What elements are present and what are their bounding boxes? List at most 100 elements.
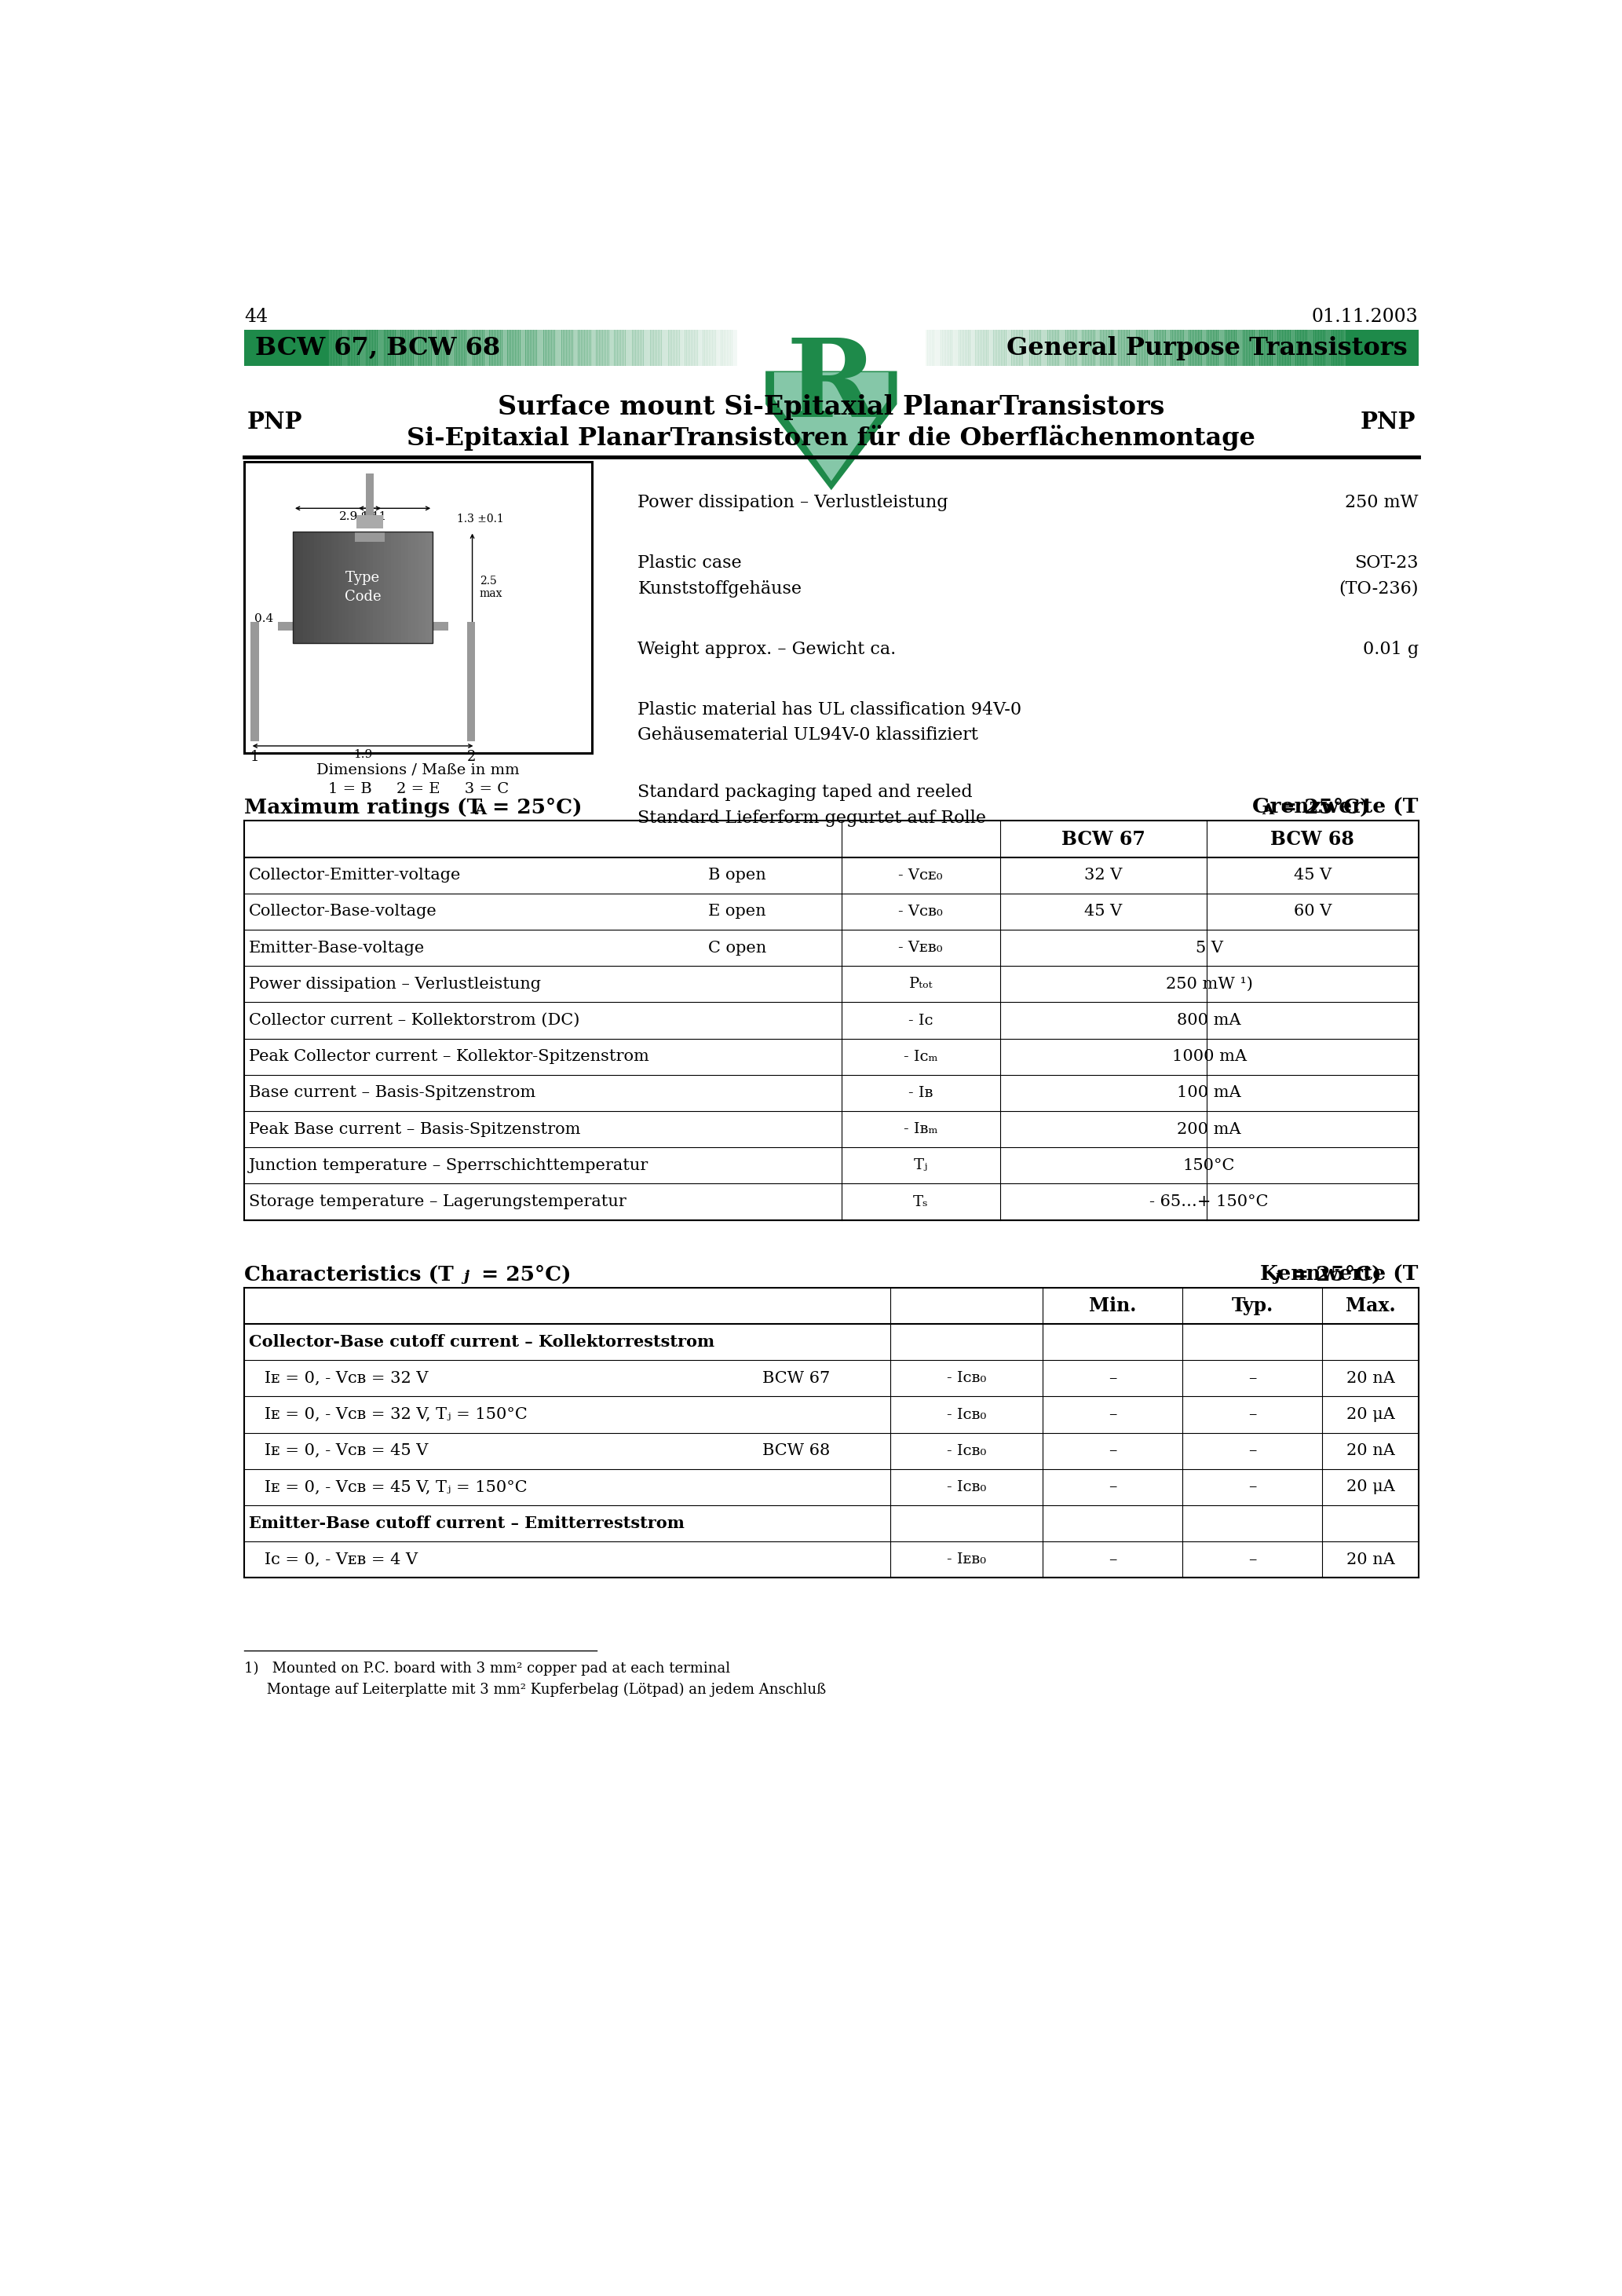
Bar — [430, 331, 431, 367]
Bar — [1242, 331, 1246, 367]
Bar — [532, 331, 534, 367]
Bar — [1278, 331, 1281, 367]
Text: Base current – Basis-Spitzenstrom: Base current – Basis-Spitzenstrom — [250, 1086, 535, 1100]
Bar — [464, 331, 467, 367]
Bar — [363, 530, 367, 643]
Bar — [342, 530, 345, 643]
Text: - Iᴇʙ₀: - Iᴇʙ₀ — [947, 1552, 986, 1566]
Bar — [498, 331, 501, 367]
Bar — [513, 331, 514, 367]
Bar — [1131, 331, 1134, 367]
Text: –: – — [1108, 1407, 1116, 1421]
Text: Emitter-Base cutoff current – Emitterreststrom: Emitter-Base cutoff current – Emitterres… — [250, 1515, 684, 1531]
Bar — [944, 331, 946, 367]
Text: 0.4: 0.4 — [255, 613, 274, 625]
Bar — [1064, 331, 1066, 367]
Bar — [350, 331, 354, 367]
Bar — [274, 331, 276, 367]
Bar — [647, 331, 649, 367]
Bar — [1356, 331, 1358, 367]
Bar — [511, 331, 513, 367]
Bar — [1145, 331, 1148, 367]
Bar — [501, 331, 503, 367]
Text: Standard Lieferform gegurtet auf Rolle: Standard Lieferform gegurtet auf Rolle — [637, 810, 986, 827]
Bar — [384, 331, 386, 367]
Text: PNP: PNP — [1359, 411, 1416, 434]
Bar — [461, 331, 464, 367]
Bar — [269, 331, 271, 367]
Bar — [1252, 331, 1255, 367]
Bar — [337, 331, 341, 367]
Bar — [425, 530, 430, 643]
Bar — [978, 331, 980, 367]
Bar — [624, 331, 628, 367]
Bar — [1247, 331, 1251, 367]
Bar — [258, 331, 260, 367]
Text: 20 μA: 20 μA — [1346, 1479, 1395, 1495]
Bar — [1105, 331, 1106, 367]
Bar — [712, 331, 715, 367]
Bar — [482, 331, 485, 367]
Bar — [610, 331, 613, 367]
Bar — [373, 530, 378, 643]
Bar — [1207, 331, 1208, 367]
Bar — [581, 331, 584, 367]
Bar — [1204, 331, 1205, 367]
Bar — [727, 331, 730, 367]
Bar — [428, 331, 430, 367]
Bar — [431, 331, 433, 367]
Bar — [1403, 331, 1406, 367]
Text: Si-Epitaxial PlanarTransistoren für die Oberflächenmontage: Si-Epitaxial PlanarTransistoren für die … — [407, 425, 1255, 450]
Bar — [1085, 331, 1087, 367]
Text: 5 V: 5 V — [1195, 941, 1223, 955]
Bar — [1255, 331, 1259, 367]
Bar — [1087, 331, 1088, 367]
Bar — [352, 331, 355, 367]
Bar — [412, 530, 415, 643]
Bar — [255, 331, 256, 367]
Bar — [938, 331, 939, 367]
Bar — [1098, 331, 1100, 367]
Bar — [655, 331, 657, 367]
Bar — [996, 331, 999, 367]
Bar — [300, 530, 303, 643]
Bar — [1137, 331, 1140, 367]
Bar — [1216, 331, 1218, 367]
Bar — [1043, 331, 1045, 367]
Bar — [334, 331, 337, 367]
Bar — [678, 331, 680, 367]
Text: Montage auf Leiterplatte mit 3 mm² Kupferbelag (Lötpad) an jedem Anschluß: Montage auf Leiterplatte mit 3 mm² Kupfe… — [245, 1683, 826, 1697]
Bar — [466, 331, 469, 367]
Bar — [934, 331, 936, 367]
Bar — [1411, 331, 1414, 367]
Bar — [459, 331, 462, 367]
Bar — [670, 331, 672, 367]
Bar — [514, 331, 516, 367]
Text: Min.: Min. — [1088, 1297, 1135, 1316]
Bar — [1205, 331, 1207, 367]
Bar — [469, 331, 472, 367]
Bar — [573, 331, 574, 367]
Bar — [1280, 331, 1283, 367]
Bar — [1061, 331, 1062, 367]
Bar — [1150, 331, 1153, 367]
Bar — [563, 331, 564, 367]
Bar — [1286, 331, 1289, 367]
Bar — [1134, 331, 1137, 367]
Text: 01.11.2003: 01.11.2003 — [1312, 308, 1418, 326]
Bar — [1306, 331, 1307, 367]
Bar — [409, 530, 412, 643]
Bar — [1265, 331, 1268, 367]
Bar — [620, 331, 623, 367]
Bar — [605, 331, 608, 367]
Bar — [260, 331, 261, 367]
Bar — [315, 331, 316, 367]
Bar — [1045, 331, 1046, 367]
Text: Grenzwerte (T: Grenzwerte (T — [1252, 797, 1418, 817]
Bar — [358, 331, 362, 367]
Bar — [289, 331, 290, 367]
Bar — [470, 331, 474, 367]
Bar — [250, 622, 260, 742]
Bar — [689, 331, 691, 367]
Bar — [584, 331, 587, 367]
